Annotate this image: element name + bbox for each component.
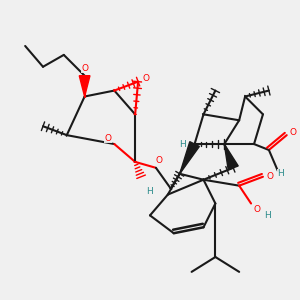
Text: H: H xyxy=(147,187,153,196)
Text: O: O xyxy=(142,74,149,83)
Text: O: O xyxy=(155,156,162,165)
Polygon shape xyxy=(79,76,90,97)
Text: O: O xyxy=(289,128,296,137)
Text: O: O xyxy=(81,64,88,73)
Text: H: H xyxy=(278,169,284,178)
Polygon shape xyxy=(180,142,200,174)
Text: O: O xyxy=(254,205,260,214)
Text: H: H xyxy=(264,211,271,220)
Polygon shape xyxy=(224,144,238,170)
Text: O: O xyxy=(267,172,274,181)
Text: O: O xyxy=(105,134,112,142)
Text: H: H xyxy=(179,140,186,148)
